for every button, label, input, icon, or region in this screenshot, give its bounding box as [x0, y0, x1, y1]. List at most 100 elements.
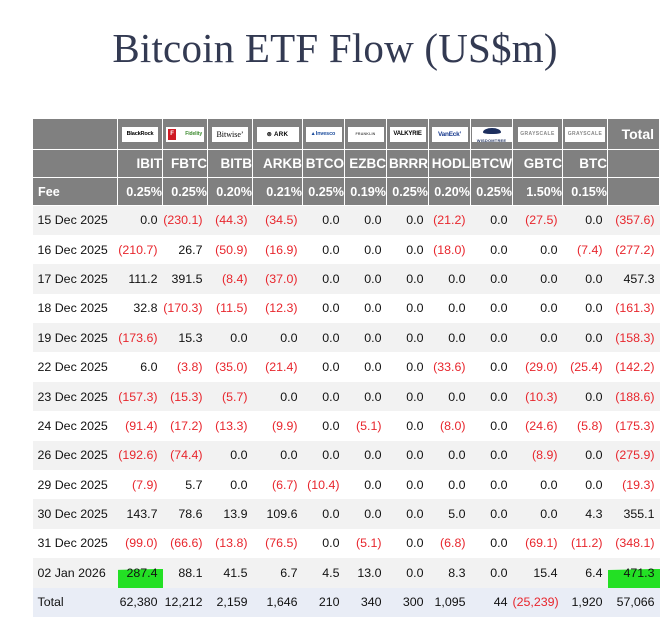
cell-fbtc: (230.1) — [162, 205, 208, 235]
cell-arkb: 6.7 — [252, 558, 303, 588]
cell-total: (188.6) — [607, 381, 660, 412]
table-row: 26 Dec 2025 (192.6) (74.4) 0.0 0.0 0.0 0.0 0.0 0… — [32, 440, 660, 471]
cell-btcw: 0.0 — [470, 381, 513, 412]
cell-gbtc: (8.9) — [512, 440, 563, 471]
total-btco: 210 — [302, 587, 345, 617]
table-row: 24 Dec 2025 (91.4) (17.2) (13.3) (9.9) 0.0 (5.… — [32, 411, 660, 441]
cell-btco: 0.0 — [302, 293, 345, 324]
cell-bitb: 0.0 — [207, 470, 253, 500]
fee-ibit: 0.25% — [117, 177, 163, 206]
cell-total: (357.6) — [607, 205, 660, 235]
fidelity-logo: F Fidelity — [166, 126, 204, 142]
cell-brrr: 0.0 — [386, 411, 429, 441]
total-ibit: 62,380 — [117, 587, 163, 617]
fee-row-label: Fee — [32, 177, 118, 206]
cell-btcw: 0.0 — [470, 470, 513, 500]
row-date: 24 Dec 2025 — [32, 411, 118, 441]
ticker-header-bitb: BITB — [207, 149, 253, 178]
wisdomtree-logo: WISDOMTREE — [471, 126, 512, 142]
cell-gbtc: 0.0 — [512, 293, 563, 324]
cell-arkb: (34.5) — [252, 205, 303, 235]
cell-btc: 0.0 — [562, 323, 608, 353]
cell-btc: 4.3 — [562, 499, 608, 529]
cell-bitb: (50.9) — [207, 234, 253, 265]
cell-hodl: 0.0 — [428, 470, 471, 500]
cell-btcw: 0.0 — [470, 558, 513, 588]
cell-brrr: 0.0 — [386, 352, 429, 382]
cell-ezbc: 0.0 — [344, 234, 387, 265]
total-hodl: 1,095 — [428, 587, 471, 617]
cell-hodl: 0.0 — [428, 264, 471, 294]
row-date: 31 Dec 2025 — [32, 528, 118, 559]
grayscale-logo: GRAYSCALE — [517, 126, 558, 142]
cell-arkb: 0.0 — [252, 440, 303, 471]
cell-brrr: 0.0 — [386, 293, 429, 324]
table-row: 18 Dec 2025 32.8 (170.3) (11.5) (12.3) 0.0 0.0… — [32, 293, 660, 324]
table-row: 16 Dec 2025 (210.7) 26.7 (50.9) (16.9) 0.0 0.0… — [32, 234, 660, 265]
cell-btco: 0.0 — [302, 352, 345, 382]
total-btcw: 44 — [470, 587, 513, 617]
cell-btco: 0.0 — [302, 323, 345, 353]
cell-ibit: (157.3) — [117, 381, 163, 412]
cell-brrr: 0.0 — [386, 528, 429, 559]
cell-hodl: (33.6) — [428, 352, 471, 382]
header-total-label: Total — [607, 118, 660, 150]
cell-btc: (7.4) — [562, 234, 608, 265]
table-row: 23 Dec 2025 (157.3) (15.3) (5.7) 0.0 0.0 0.0 0.… — [32, 381, 660, 412]
cell-arkb: (76.5) — [252, 528, 303, 559]
cell-ezbc: (5.1) — [344, 411, 387, 441]
cell-brrr: 0.0 — [386, 558, 429, 588]
cell-btc: (11.2) — [562, 528, 608, 559]
cell-total: (142.2) — [607, 352, 660, 382]
cell-bitb: (35.0) — [207, 352, 253, 382]
cell-hodl: 8.3 — [428, 558, 471, 588]
cell-fbtc: 26.7 — [162, 234, 208, 265]
fee-brrr: 0.25% — [386, 177, 429, 206]
row-date: 15 Dec 2025 — [32, 205, 118, 235]
cell-ibit: (99.0) — [117, 528, 163, 559]
cell-ezbc: 0.0 — [344, 352, 387, 382]
cell-arkb: 0.0 — [252, 323, 303, 353]
cell-ezbc: 13.0 — [344, 558, 387, 588]
row-date: 23 Dec 2025 — [32, 381, 118, 412]
cell-btco: 0.0 — [302, 528, 345, 559]
cell-hodl: (8.0) — [428, 411, 471, 441]
cell-btc: 6.4 — [562, 558, 608, 588]
cell-fbtc: 391.5 — [162, 264, 208, 294]
ticker-header-hodl: HODL — [428, 149, 471, 178]
cell-btc: 0.0 — [562, 470, 608, 500]
ticker-header-btc: BTC — [562, 149, 608, 178]
cell-btco: 0.0 — [302, 440, 345, 471]
cell-bitb: (11.5) — [207, 293, 253, 324]
ticker-header-ibit: IBIT — [117, 149, 163, 178]
table-total-row: Total 62,380 12,212 2,159 1,646 210 340 300 1,09… — [32, 587, 660, 617]
total-arkb: 1,646 — [252, 587, 303, 617]
fee-total-blank — [607, 177, 660, 206]
table-row: 02 Jan 2026 287.4 88.1 41.5 6.7 4.5 13.0 0.0 8.3… — [32, 558, 660, 588]
cell-total: (275.9) — [607, 440, 660, 471]
highlight-mark-total: 471.3 — [607, 566, 660, 588]
cell-gbtc: 0.0 — [512, 264, 563, 294]
cell-hodl: 0.0 — [428, 440, 471, 471]
cell-fbtc: (3.8) — [162, 352, 208, 382]
cell-arkb: (37.0) — [252, 264, 303, 294]
table-row: 19 Dec 2025 (173.6) 15.3 0.0 0.0 0.0 0.0 0.0 0.0… — [32, 323, 660, 353]
cell-gbtc: 15.4 — [512, 558, 563, 588]
total-btc: 1,920 — [562, 587, 608, 617]
row-date: 29 Dec 2025 — [32, 470, 118, 500]
cell-arkb: (16.9) — [252, 234, 303, 265]
fee-bitb: 0.20% — [207, 177, 253, 206]
fee-btcw: 0.25% — [470, 177, 513, 206]
cell-ibit: 111.2 — [117, 264, 163, 294]
cell-gbtc: (27.5) — [512, 205, 563, 235]
page-title: Bitcoin ETF Flow (US$m) — [112, 25, 558, 71]
cell-total: (19.3) — [607, 470, 660, 500]
invesco-logo: ▴ Invesco — [305, 126, 342, 142]
cell-bitb: 13.9 — [207, 499, 253, 529]
issuer-logo-cell-ezbc: FRANKLINTEMPLETON — [344, 118, 387, 150]
cell-ibit: (7.9) — [117, 470, 163, 500]
